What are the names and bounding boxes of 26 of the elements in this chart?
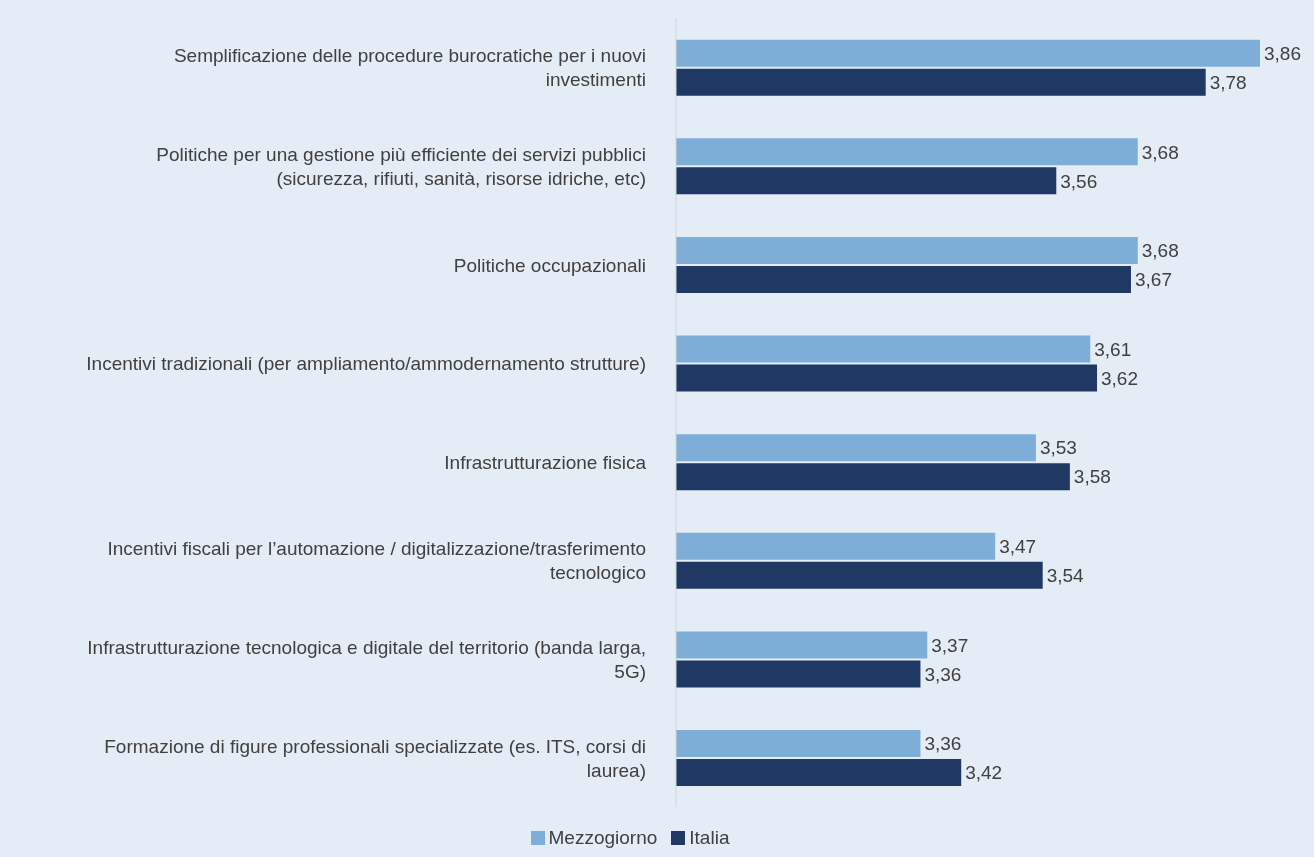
y-tick-label: Infrastrutturazione fisica <box>444 451 647 473</box>
y-tick-label: Semplificazione delle procedure burocratiche per i nuovi investimenti <box>173 44 646 90</box>
legend-label: Mezzogiorno <box>548 827 658 849</box>
y-tick-label: Politiche occupazionali <box>453 254 646 276</box>
data-label: 3,78 <box>1209 71 1247 93</box>
y-tick-label: Infrastrutturazione tecnologica e digitale del territorio (banda larga, 5G) <box>87 636 646 682</box>
data-label: 3,67 <box>1134 269 1172 291</box>
y-tick-label: Incentivi tradizionali (per ampliamento/ammodernamento strutture) <box>86 352 646 374</box>
data-label: 3,68 <box>1141 240 1179 262</box>
data-label: 3,62 <box>1101 367 1139 389</box>
y-tick-label: Politiche per una gestione più efficiente dei servizi pubblici (sicurezza, rifiuti, sanità, risorse idriche, etc) <box>156 143 646 189</box>
data-label: 3,42 <box>965 762 1003 784</box>
data-label: 3,53 <box>1039 437 1077 459</box>
data-label: 3,54 <box>1046 565 1085 587</box>
data-label: 3,47 <box>999 536 1037 558</box>
data-label: 3,36 <box>924 733 962 755</box>
data-label: 3,68 <box>1141 141 1179 163</box>
data-label: 3,86 <box>1264 42 1301 64</box>
y-tick-label: Formazione di figure professionali specializzate (es. ITS, corsi di laurea) <box>104 735 646 781</box>
data-label: 3,36 <box>924 663 962 685</box>
data-label: 3,61 <box>1094 338 1132 360</box>
data-label: 3,56 <box>1060 170 1098 192</box>
y-tick-label: Incentivi fiscali per l’automazione / digitalizzazione/trasferimento tecnologico <box>107 537 646 583</box>
data-label: 3,37 <box>931 634 969 656</box>
data-label: 3,58 <box>1073 466 1111 488</box>
legend-label: Italia <box>689 827 730 849</box>
